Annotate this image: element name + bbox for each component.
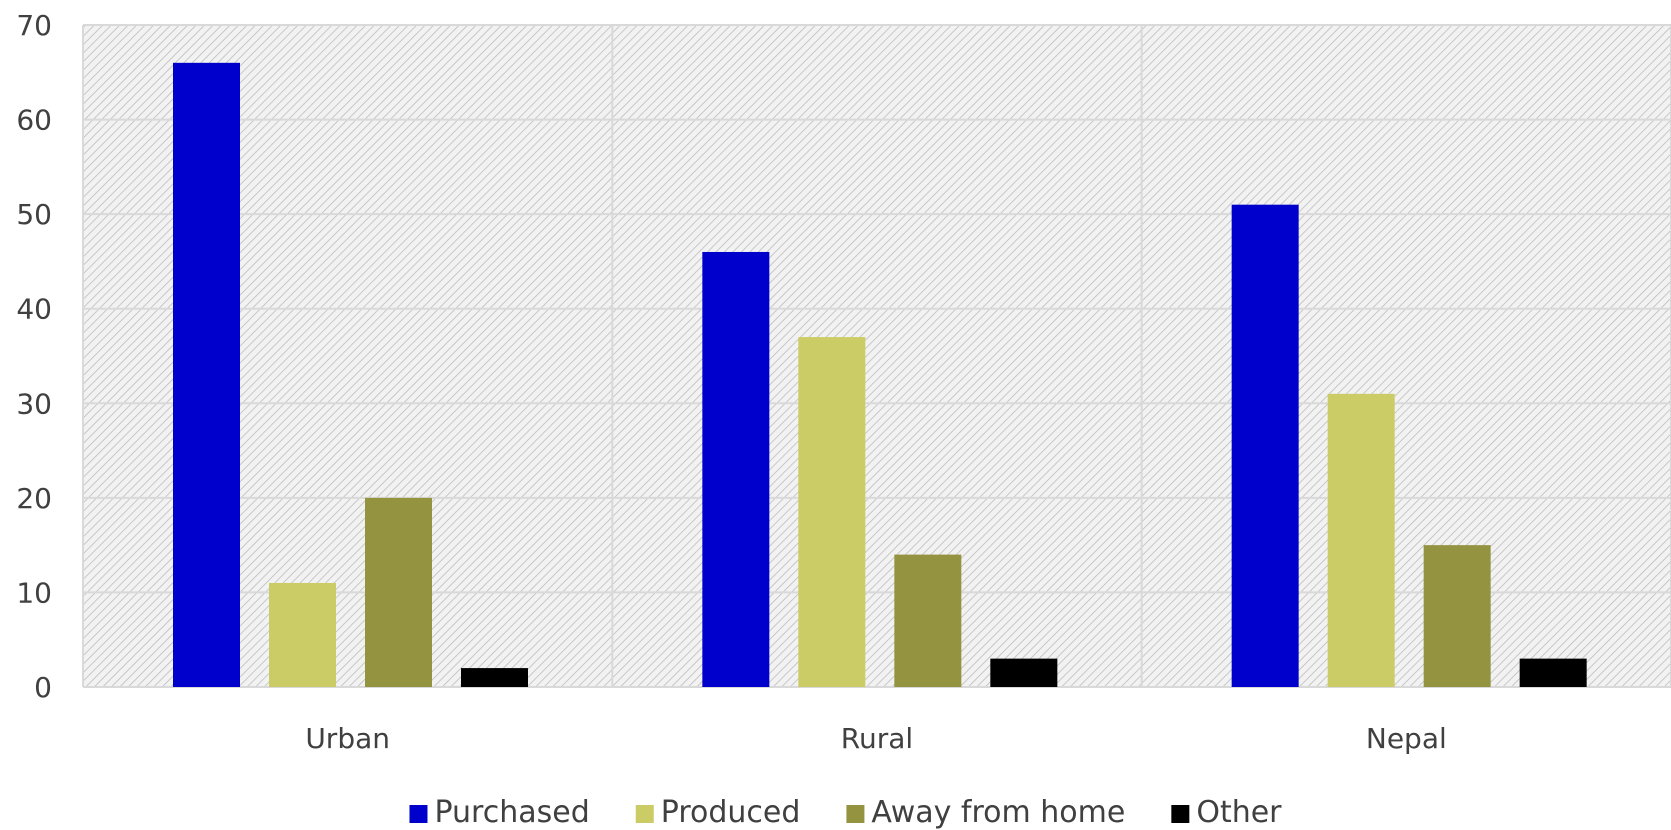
bar-produced-nepal [1327, 393, 1395, 687]
bar-away-from-home-nepal [1423, 545, 1491, 687]
legend: Purchased Produced Away from home Other [409, 795, 1282, 830]
bars [173, 62, 1587, 688]
y-tick-label: 40 [16, 293, 52, 326]
bar-other-nepal [1519, 658, 1587, 687]
x-tick-label: Nepal [1366, 722, 1447, 755]
bar-away-from-home-rural [894, 554, 962, 687]
legend-swatch [635, 805, 654, 823]
bar-produced-urban [269, 582, 336, 687]
bar-other-urban [461, 668, 528, 687]
bar-produced-rural [798, 337, 866, 687]
legend-swatch [1171, 805, 1190, 823]
y-tick-label: 70 [16, 9, 52, 42]
y-tick-label: 0 [34, 671, 52, 704]
legend-label: Away from home [871, 795, 1125, 830]
y-tick-label: 10 [16, 576, 52, 609]
plot-area [82, 24, 1671, 688]
legend-label: Purchased [434, 795, 589, 830]
legend-item-produced: Produced [635, 795, 801, 830]
y-tick-label: 50 [16, 198, 52, 231]
bar-away-from-home-urban [365, 497, 432, 687]
legend-swatch [409, 805, 428, 823]
x-tick-label: Rural [841, 722, 913, 755]
y-axis: 0 10 20 30 40 50 60 70 [16, 9, 52, 704]
x-axis: Urban Rural Nepal [305, 722, 1446, 755]
bar-purchased-nepal [1231, 204, 1299, 687]
plot-background [83, 25, 1671, 687]
y-tick-label: 30 [16, 387, 52, 420]
legend-item-other: Other [1171, 795, 1282, 830]
bar-other-rural [990, 658, 1058, 687]
y-tick-label: 20 [16, 482, 52, 515]
legend-swatch [846, 805, 865, 823]
legend-label: Produced [661, 795, 801, 830]
legend-item-purchased: Purchased [409, 795, 590, 830]
x-tick-label: Urban [305, 722, 390, 755]
legend-item-away-from-home: Away from home [846, 795, 1125, 830]
y-tick-label: 60 [16, 104, 52, 137]
bar-purchased-rural [702, 251, 770, 687]
bar-purchased-urban [173, 62, 240, 688]
legend-label: Other [1196, 795, 1282, 830]
